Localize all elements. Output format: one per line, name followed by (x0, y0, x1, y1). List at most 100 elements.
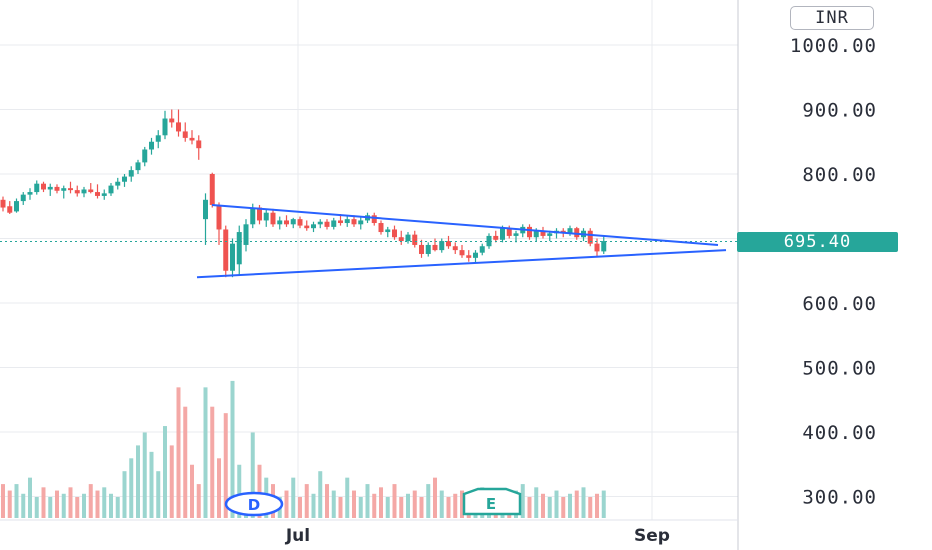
candle-body (54, 186, 60, 191)
price-axis-label: 500.00 (802, 358, 877, 380)
candle-body (439, 241, 445, 251)
volume-bar (574, 490, 579, 518)
candle-body (176, 122, 181, 132)
candle-body (540, 230, 546, 236)
volume-bar (284, 490, 289, 518)
candle-body (446, 241, 451, 247)
volume-bar (61, 493, 66, 518)
candle-body (95, 192, 100, 196)
candle-body (547, 233, 553, 236)
volume-bar (338, 497, 343, 518)
candle-body (425, 244, 431, 254)
candle-body (466, 255, 472, 258)
volume-bar (561, 497, 566, 518)
candle-body (27, 192, 33, 195)
volume-bar (1, 484, 5, 518)
candle-body (236, 232, 242, 265)
candle-body (250, 207, 256, 225)
candle-body (601, 241, 607, 252)
volume-bar (28, 477, 32, 518)
time-axis-label: Jul (285, 526, 310, 546)
volume-bar (75, 497, 80, 518)
candle-body (392, 229, 397, 238)
volume-bar (21, 493, 26, 518)
candle-body (108, 185, 114, 194)
upper-trendline (211, 203, 719, 246)
volume-bar (88, 484, 93, 518)
candle-body (155, 135, 161, 142)
candle-body (324, 221, 330, 227)
candle-body (270, 212, 276, 225)
candle-body (331, 220, 337, 227)
candle-body (513, 233, 519, 236)
volume-bar (55, 490, 59, 518)
dividend-marker-label: D (248, 496, 260, 514)
volume-bar (588, 497, 593, 518)
candle-body (533, 230, 539, 238)
volume-bar (399, 497, 404, 518)
time-axis[interactable]: Jul Sep (285, 526, 670, 546)
volume-bar (534, 487, 539, 518)
candle-body (257, 207, 262, 221)
candle-body (101, 193, 107, 196)
candle-body (74, 190, 80, 194)
volume-bar (122, 471, 127, 518)
candle-body (587, 230, 593, 244)
candle-body (81, 189, 87, 194)
volume-bar (595, 493, 599, 518)
volume-bar (439, 490, 444, 518)
volume-bar (379, 487, 383, 518)
candle-body (189, 137, 195, 141)
volume-bar (115, 497, 120, 518)
triangle-pattern (0, 203, 737, 279)
volume-bar (446, 497, 451, 518)
candle-body (432, 244, 438, 251)
volume-bar (352, 490, 356, 518)
candle-body (203, 199, 208, 220)
candle-body (14, 201, 19, 212)
volume-bar (406, 493, 410, 518)
volume-bar (223, 413, 228, 518)
volume-bar (412, 490, 417, 518)
price-axis-label: 800.00 (802, 164, 877, 186)
volume-bar (419, 497, 424, 518)
volume-bar (433, 477, 437, 518)
volume-bar (196, 484, 201, 518)
candle-body (47, 186, 53, 190)
volume-bar (217, 458, 221, 518)
candle-body (473, 252, 478, 258)
volume-bar (554, 490, 559, 518)
volume-bar (142, 432, 147, 518)
candle-body (419, 244, 424, 254)
volume-bar (109, 493, 113, 518)
currency-button[interactable]: INR (790, 6, 874, 30)
candle-body (311, 224, 316, 229)
candle-body (378, 223, 384, 233)
volume-bar (163, 426, 167, 518)
candlestick-series (0, 109, 607, 278)
price-axis-label: 300.00 (802, 487, 877, 509)
volume-bars (1, 380, 606, 518)
candle-body (135, 162, 141, 171)
candle-body (88, 189, 94, 193)
earnings-marker-label: E (486, 495, 496, 513)
candle-body (263, 212, 269, 221)
candle-body (527, 226, 532, 238)
price-axis[interactable]: 1000.00 900.00 800.00 600.00 500.00 400.00 300… (790, 35, 877, 509)
volume-bar (581, 487, 586, 518)
candle-body (20, 194, 26, 202)
candle-body (297, 219, 303, 226)
candle-body (338, 220, 343, 224)
volume-bar (601, 490, 606, 518)
volume-bar (169, 445, 174, 518)
candle-body (500, 228, 505, 240)
volume-bar (527, 497, 532, 518)
candle-body (7, 206, 13, 213)
volume-bar (203, 387, 208, 518)
candle-body (0, 199, 6, 208)
dividend-marker (224, 491, 284, 517)
candle-body (317, 221, 323, 225)
volume-bar (298, 497, 302, 518)
